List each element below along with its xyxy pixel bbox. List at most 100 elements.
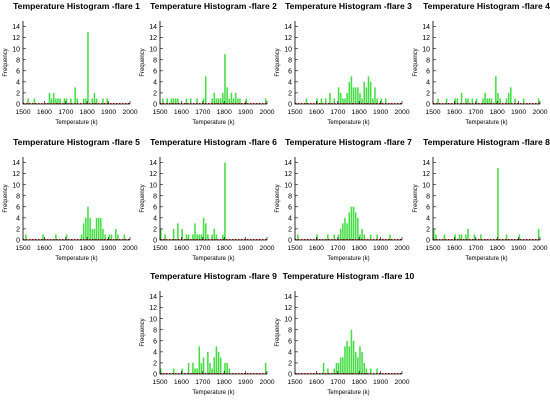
histogram-bar — [322, 362, 325, 374]
y-tick-label: 0 — [153, 238, 157, 245]
x-axis-label: Temperature (k) — [192, 390, 234, 396]
histogram-bar — [350, 76, 353, 104]
y-tick-label: 0 — [16, 102, 20, 109]
histogram-panel-4: Temperature Histogram -flare 4 0 2 4 6 8 10 12 1… — [413, 1, 550, 126]
histogram-bar — [50, 98, 53, 104]
y-tick-label: 12 — [422, 35, 430, 42]
histogram-bar — [48, 92, 51, 104]
axes — [22, 157, 130, 241]
histogram-bar — [359, 234, 361, 240]
histogram-bar — [95, 98, 98, 104]
x-tick-label: 1500 — [152, 245, 167, 252]
histogram-bar — [354, 351, 357, 374]
y-tick-label: 4 — [288, 349, 292, 356]
histogram-bar — [224, 362, 226, 374]
histogram-bar — [357, 357, 359, 374]
chart-title: Temperature Histogram -flare 4 — [423, 1, 550, 11]
y-tick-label: 12 — [149, 305, 157, 312]
y-tick-label: 6 — [153, 204, 157, 211]
x-tick-label: 1900 — [238, 379, 253, 386]
histogram-bar — [170, 98, 173, 104]
histogram-bar — [352, 206, 355, 240]
x-tick-label: 1600 — [37, 245, 52, 252]
histogram-bar — [237, 98, 239, 104]
histogram-bar — [316, 234, 318, 240]
histogram-panel-3: Temperature Histogram -flare 3 0 2 4 6 8 10 12 1… — [275, 1, 412, 126]
y-tick-label: 4 — [153, 79, 157, 86]
histogram-bar — [82, 98, 85, 104]
y-tick-label: 10 — [284, 46, 292, 53]
histogram-bar — [215, 346, 218, 374]
histogram-bar — [215, 234, 218, 240]
histogram-panel-10: Temperature Histogram -flare 10 0 2 4 6 8 10 12… — [275, 271, 415, 396]
histogram-bar — [320, 98, 323, 104]
x-tick-label: 1800 — [352, 245, 367, 252]
histogram-bar — [369, 368, 372, 374]
histogram-bar — [160, 368, 162, 374]
x-tick-label: 1900 — [101, 245, 116, 252]
histogram-bar — [224, 162, 226, 240]
y-tick-label: 6 — [288, 338, 292, 345]
histogram-bar — [232, 98, 235, 104]
histogram-bar — [234, 92, 237, 104]
histogram-bar — [192, 362, 194, 374]
histogram-bar — [211, 234, 213, 240]
y-axis-label: Frequency — [140, 184, 146, 212]
histogram-bar — [342, 98, 344, 104]
histogram-bar — [475, 98, 478, 104]
y-axis-label: Frequency — [413, 184, 419, 212]
histogram-bar — [76, 98, 79, 104]
y-tick-label: 10 — [12, 46, 20, 53]
x-axis-label: Temperature (k) — [465, 120, 507, 126]
histogram-bar — [363, 234, 366, 240]
y-tick-label: 2 — [426, 227, 430, 234]
histogram-bar — [211, 368, 213, 374]
x-tick-label: 1500 — [287, 379, 302, 386]
histogram-bar — [100, 217, 102, 240]
histogram-bar — [348, 81, 351, 104]
y-axis-label: Frequency — [3, 184, 9, 212]
histogram-bar — [213, 357, 216, 374]
histogram-bar — [324, 98, 327, 104]
x-tick-label: 1500 — [287, 109, 302, 116]
histogram-bar — [359, 346, 361, 374]
y-axis-label: Frequency — [3, 48, 9, 76]
y-tick-label: 12 — [284, 305, 292, 312]
histogram-panel-8: Temperature Histogram -flare 8 0 2 4 6 8 10 12 1… — [413, 137, 550, 262]
y-tick-label: 8 — [153, 327, 157, 334]
y-tick-label: 12 — [284, 35, 292, 42]
histogram-bar — [344, 346, 346, 374]
axes — [159, 157, 267, 241]
histogram-bar — [194, 223, 196, 240]
x-tick-label: 1900 — [511, 245, 526, 252]
histogram-bar — [74, 87, 76, 104]
x-tick-label: 1700 — [330, 109, 345, 116]
y-tick-label: 2 — [288, 91, 292, 98]
x-tick-label: 1700 — [330, 379, 345, 386]
y-tick-label: 0 — [16, 238, 20, 245]
histogram-bar — [102, 228, 104, 240]
histogram-bar — [329, 92, 331, 104]
y-tick-label: 2 — [288, 227, 292, 234]
histogram-bar — [228, 98, 231, 104]
histogram-bar — [327, 234, 329, 240]
histogram-bar — [198, 346, 201, 374]
x-tick-label: 1900 — [238, 245, 253, 252]
x-tick-label: 1800 — [217, 379, 232, 386]
histogram-bar — [110, 234, 113, 240]
histogram-bar — [172, 228, 175, 240]
histogram-bar — [497, 92, 499, 104]
y-tick-label: 14 — [149, 294, 157, 301]
x-tick-label: 1900 — [373, 379, 388, 386]
histogram-bar — [108, 234, 111, 240]
x-tick-label: 1800 — [217, 245, 232, 252]
y-tick-label: 10 — [284, 182, 292, 189]
x-tick-label: 1500 — [425, 109, 440, 116]
histogram-bar — [239, 98, 241, 104]
histogram-bar — [219, 98, 222, 104]
x-tick-label: 1500 — [15, 109, 30, 116]
x-tick-label: 2000 — [394, 245, 409, 252]
y-tick-label: 2 — [153, 91, 157, 98]
y-tick-label: 2 — [288, 361, 292, 368]
